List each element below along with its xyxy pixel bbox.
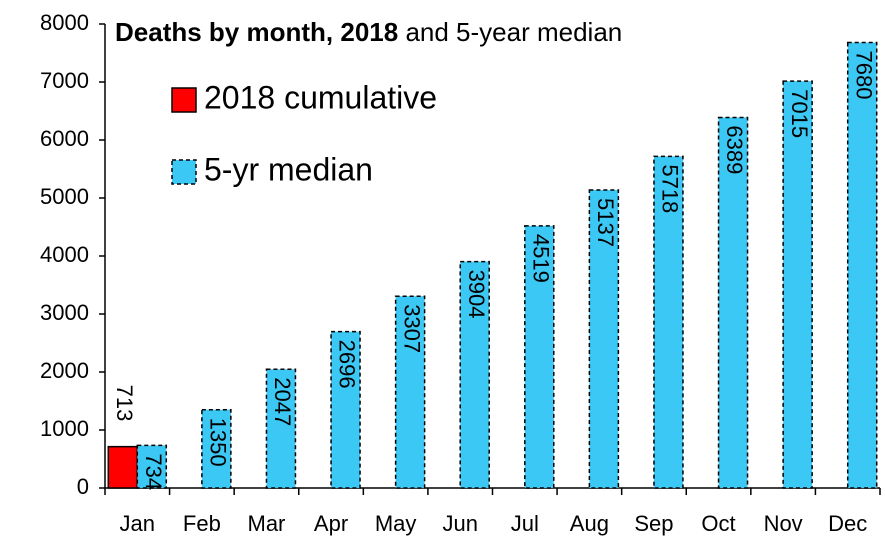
bar	[782, 80, 813, 489]
data-label: 4519	[528, 234, 553, 283]
data-label: 2696	[335, 340, 360, 389]
bar	[394, 295, 426, 489]
data-label: 6389	[722, 125, 747, 174]
bar	[588, 189, 620, 489]
data-label: 5137	[593, 198, 618, 247]
bar	[107, 445, 139, 489]
bar	[459, 260, 490, 489]
bar	[265, 368, 297, 489]
bar	[524, 225, 555, 489]
y-tick-label: 2000	[40, 358, 89, 383]
legend-label: 5-yr median	[204, 151, 373, 187]
y-tick-label: 1000	[40, 416, 89, 441]
x-tick-label: Jan	[120, 511, 155, 536]
x-tick-label: Mar	[248, 511, 286, 536]
bar	[846, 41, 878, 489]
bar	[330, 330, 361, 489]
data-label: 5718	[658, 164, 683, 213]
y-tick-label: 8000	[40, 10, 89, 35]
x-tick-label: Jun	[442, 511, 477, 536]
data-label: 713	[112, 385, 137, 422]
title-bold: Deaths by month, 2018	[115, 17, 398, 47]
y-tick-label: 3000	[40, 300, 89, 325]
x-tick-label: Dec	[828, 511, 867, 536]
bar	[717, 116, 749, 489]
x-tick-label: May	[375, 511, 417, 536]
legend-swatch	[171, 87, 197, 113]
data-label: 734	[141, 453, 166, 490]
x-tick-label: Nov	[764, 511, 803, 536]
y-tick-label: 4000	[40, 242, 89, 267]
y-tick-label: 0	[77, 474, 89, 499]
x-tick-label: Jul	[511, 511, 539, 536]
bar	[201, 408, 232, 489]
bar	[653, 155, 684, 489]
y-tick-label: 6000	[40, 126, 89, 151]
chart-title: Deaths by month, 2018 and 5-year median	[115, 17, 622, 47]
x-tick-label: Oct	[701, 511, 735, 536]
x-tick-label: Apr	[314, 511, 348, 536]
data-label: 1350	[206, 418, 231, 467]
title-rest: and 5-year median	[405, 17, 622, 47]
data-label: 7015	[787, 89, 812, 138]
legend-swatch	[171, 159, 197, 185]
legend-label: 2018 cumulative	[204, 79, 437, 115]
y-tick-label: 5000	[40, 184, 89, 209]
data-label: 3307	[399, 304, 424, 353]
data-label: 3904	[464, 270, 489, 319]
bar	[136, 444, 168, 489]
x-tick-label: Sep	[634, 511, 673, 536]
data-label: 2047	[270, 377, 295, 426]
y-tick-label: 7000	[40, 68, 89, 93]
x-tick-label: Aug	[570, 511, 609, 536]
x-tick-label: Feb	[183, 511, 221, 536]
data-label: 7680	[851, 51, 876, 100]
